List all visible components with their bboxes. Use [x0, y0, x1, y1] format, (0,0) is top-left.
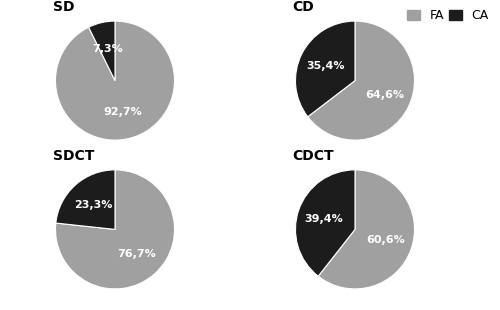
Text: 64,6%: 64,6% [365, 90, 404, 100]
Text: SD: SD [52, 0, 74, 14]
Text: 76,7%: 76,7% [118, 249, 156, 259]
Wedge shape [318, 170, 414, 289]
Wedge shape [56, 21, 174, 140]
Text: 35,4%: 35,4% [306, 61, 345, 71]
Wedge shape [56, 170, 174, 289]
Text: 39,4%: 39,4% [304, 214, 344, 224]
Text: CDCT: CDCT [292, 149, 334, 163]
Wedge shape [296, 21, 355, 117]
Text: 92,7%: 92,7% [103, 108, 142, 117]
Legend: FA, CA: FA, CA [407, 9, 489, 22]
Wedge shape [88, 21, 115, 81]
Text: SDCT: SDCT [52, 149, 94, 163]
Text: 60,6%: 60,6% [366, 235, 406, 245]
Wedge shape [296, 170, 355, 276]
Text: 23,3%: 23,3% [74, 200, 112, 210]
Text: 7,3%: 7,3% [92, 44, 123, 54]
Wedge shape [308, 21, 414, 140]
Wedge shape [56, 170, 115, 229]
Text: CD: CD [292, 0, 314, 14]
